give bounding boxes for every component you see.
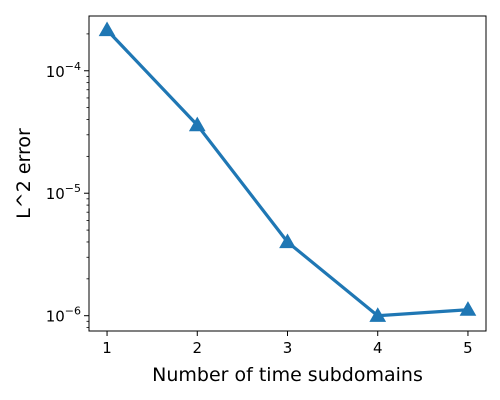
axis-ticks <box>84 70 469 336</box>
y-tick-label-base: 10 <box>46 63 65 81</box>
y-tick-label: 10−4 <box>46 60 81 81</box>
y-tick-label: 10−6 <box>46 305 81 326</box>
x-tick-label: 1 <box>102 339 112 357</box>
x-axis-label: Number of time subdomains <box>152 364 423 386</box>
series-layer <box>98 21 477 322</box>
y-tick-label-base: 10 <box>46 308 65 326</box>
x-tick-label: 2 <box>192 339 202 357</box>
x-tick-label: 5 <box>463 339 473 357</box>
x-tick-label: 4 <box>373 339 383 357</box>
data-point-marker <box>369 307 387 322</box>
y-tick-label-base: 10 <box>46 185 65 203</box>
y-tick-label: 10−5 <box>46 182 81 203</box>
data-point-marker <box>98 21 116 37</box>
y-tick-label-exponent: −6 <box>65 305 81 318</box>
data-point-marker <box>459 301 477 316</box>
y-tick-label-exponent: −4 <box>65 60 81 73</box>
tick-labels: 1 2 3 4 510−610−510−4 <box>46 60 473 357</box>
y-tick-label-exponent: −5 <box>65 182 81 195</box>
data-point-marker <box>188 116 206 132</box>
data-point-marker <box>279 233 296 249</box>
x-tick-label: 3 <box>283 339 293 357</box>
y-axis-label: L^2 error <box>13 128 35 219</box>
plot-frame <box>88 15 487 332</box>
